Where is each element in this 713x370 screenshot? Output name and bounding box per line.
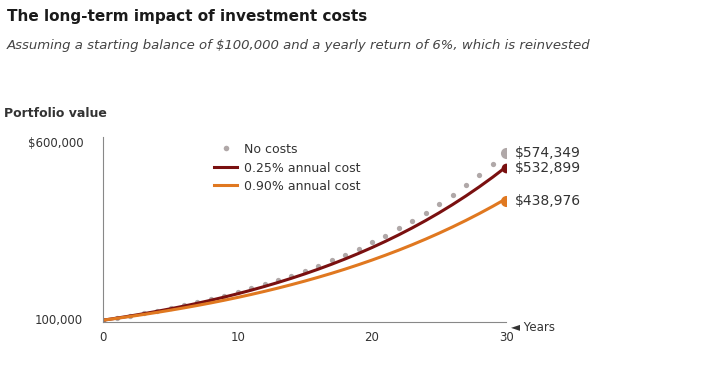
Text: $600,000: $600,000 (28, 137, 83, 151)
Text: $574,349: $574,349 (515, 146, 580, 160)
Text: $532,899: $532,899 (515, 161, 581, 175)
Text: Portfolio value: Portfolio value (4, 107, 106, 120)
Text: 100,000: 100,000 (35, 314, 83, 327)
Legend: No costs, 0.25% annual cost, 0.90% annual cost: No costs, 0.25% annual cost, 0.90% annua… (215, 143, 361, 194)
Text: $438,976: $438,976 (515, 194, 581, 208)
Text: The long-term impact of investment costs: The long-term impact of investment costs (7, 9, 367, 24)
Text: Assuming a starting balance of $100,000 and a yearly return of 6%, which is rein: Assuming a starting balance of $100,000 … (7, 39, 591, 52)
Text: ◄ Years: ◄ Years (511, 321, 555, 334)
